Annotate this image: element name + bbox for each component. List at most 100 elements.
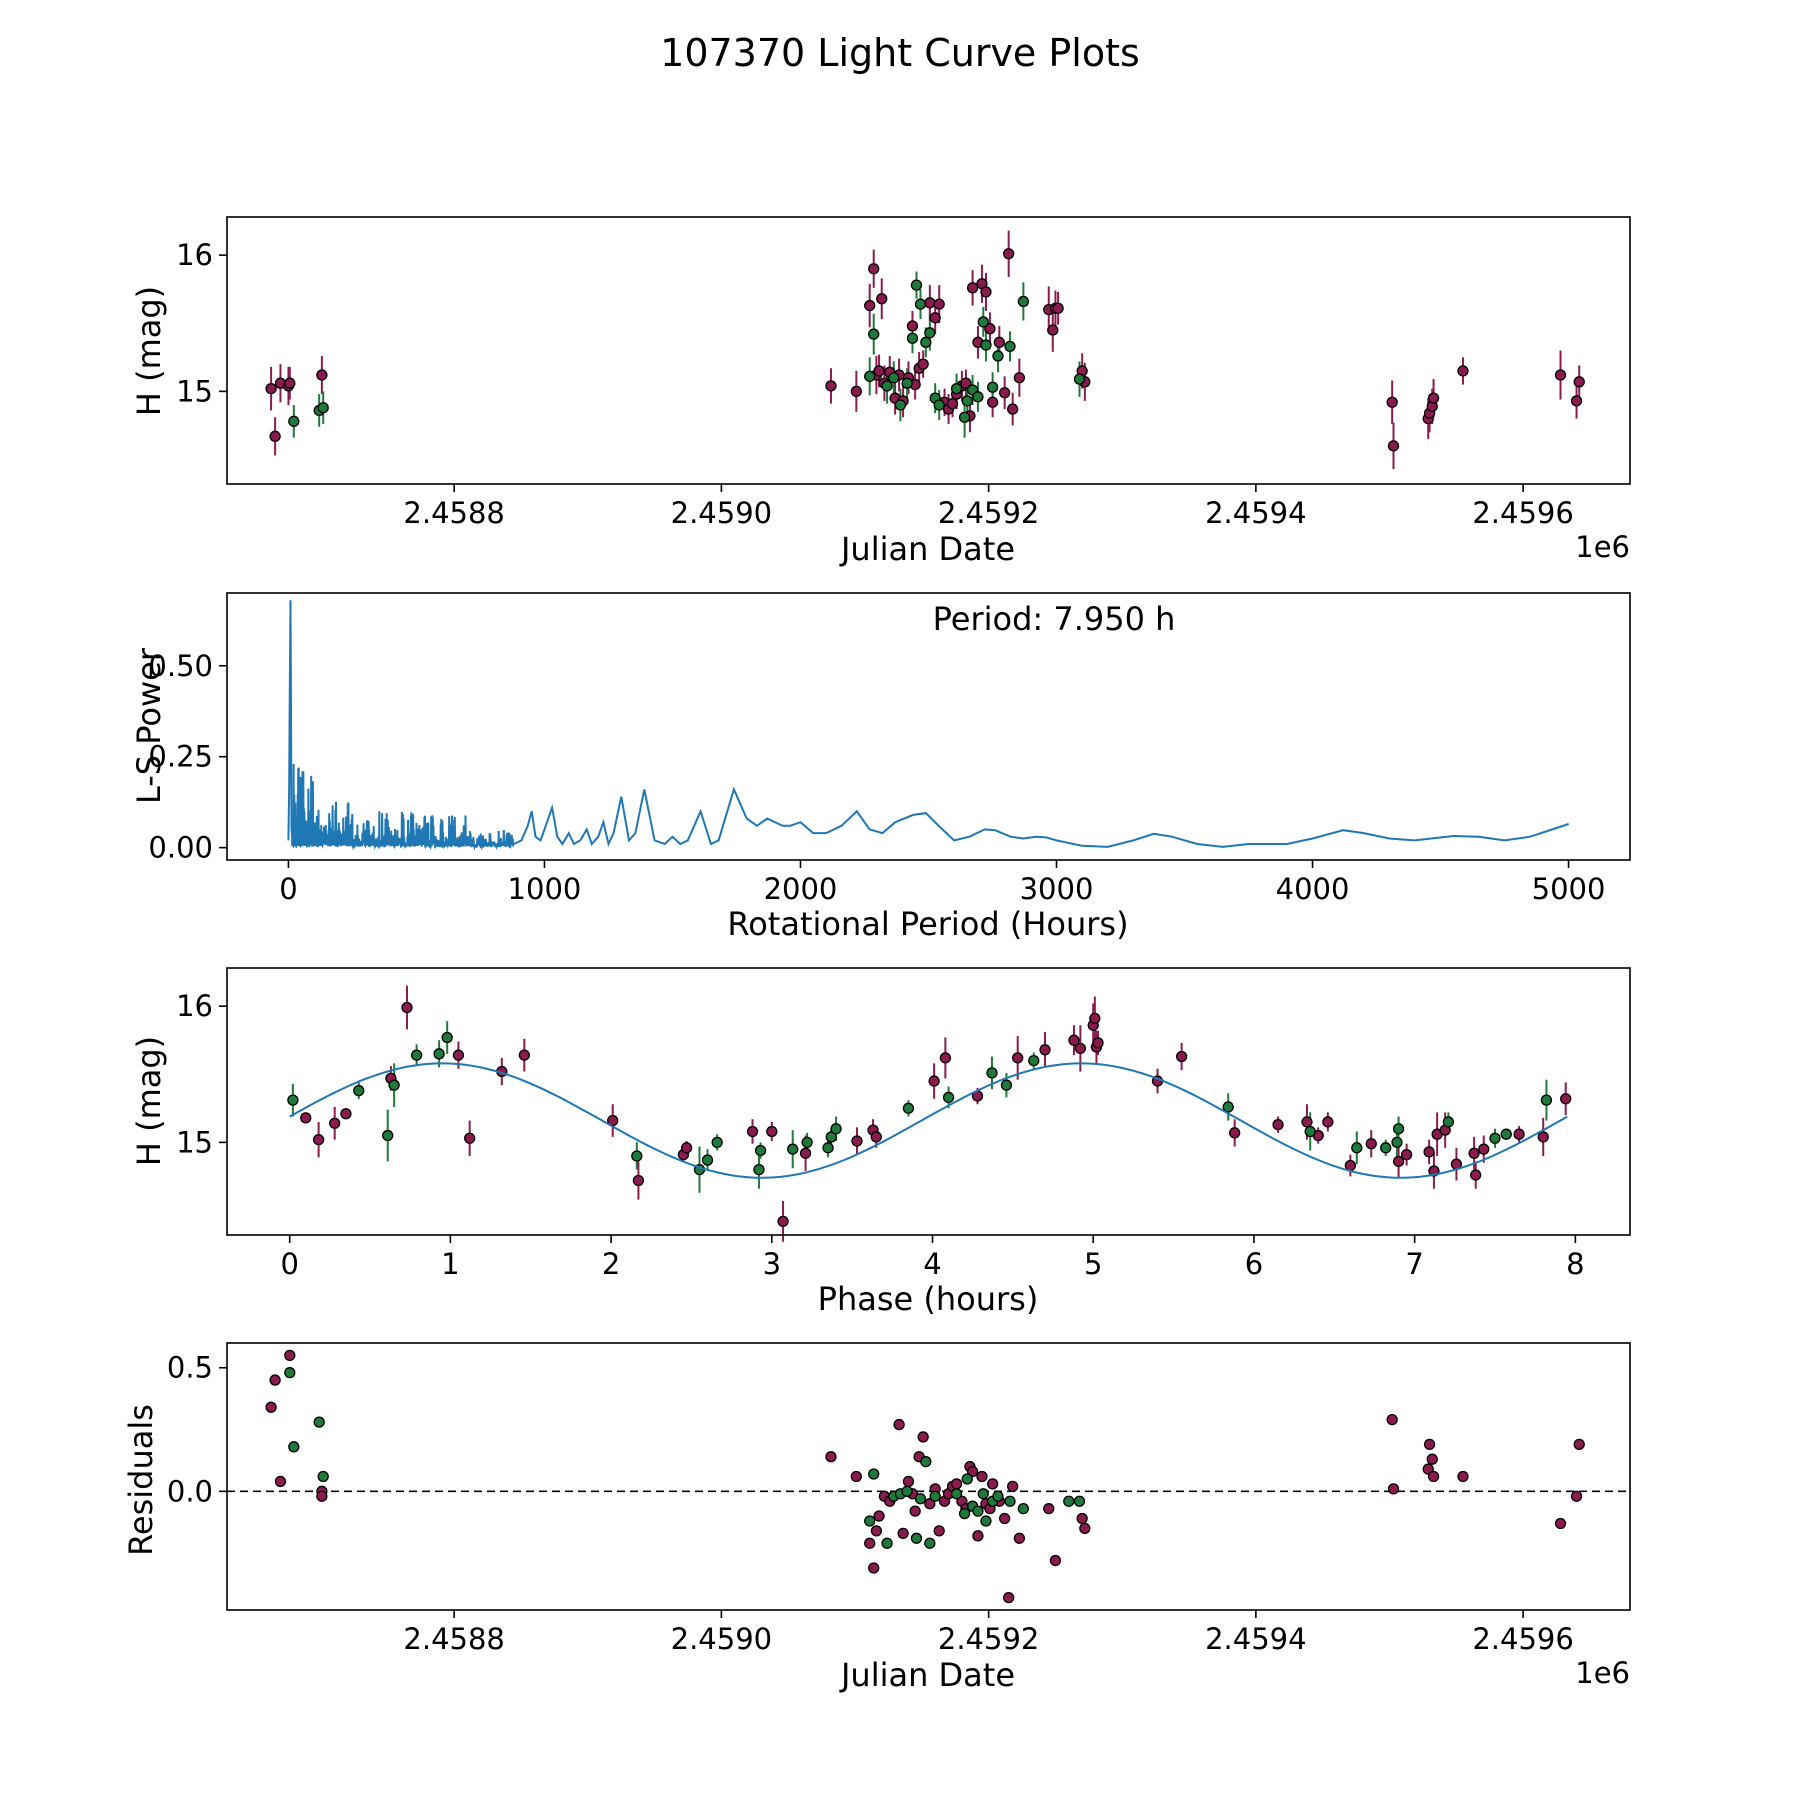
maroon-data-point xyxy=(893,1418,905,1431)
maroon-data-point xyxy=(1570,1490,1583,1502)
x-tick-label: 2.4594 xyxy=(1205,1622,1306,1656)
green-data-point xyxy=(1442,1116,1455,1128)
green-data-point xyxy=(1073,373,1086,385)
x-tick-label: 2.4592 xyxy=(938,496,1039,530)
y-tick-label: 15 xyxy=(176,1125,213,1159)
periodogram-frame xyxy=(226,592,1631,861)
maroon-data-point xyxy=(777,1215,789,1228)
maroon-data-point xyxy=(1423,1438,1436,1451)
periodogram-xlabel: Rotational Period (Hours) xyxy=(727,905,1128,943)
green-data-point xyxy=(888,372,900,384)
maroon-data-point xyxy=(1043,1502,1055,1515)
maroon-data-point xyxy=(1074,1042,1087,1055)
y-tick-label: 15 xyxy=(176,374,213,408)
maroon-data-point xyxy=(993,336,1005,348)
maroon-data-point xyxy=(929,312,941,324)
maroon-data-point xyxy=(1400,1148,1413,1161)
green-data-point xyxy=(933,399,945,411)
lightcurve-marks xyxy=(265,230,1585,470)
lightcurve-xlabel: Julian Date xyxy=(839,530,1015,568)
maroon-data-point xyxy=(999,1512,1011,1525)
maroon-data-point xyxy=(464,1132,476,1144)
maroon-data-point xyxy=(946,397,959,410)
y-tick-label: 0.25 xyxy=(148,740,213,774)
maroon-data-point xyxy=(340,1108,352,1120)
maroon-data-point xyxy=(1013,1532,1026,1544)
maroon-data-point xyxy=(1560,1093,1572,1105)
maroon-data-point xyxy=(316,369,328,381)
green-data-point xyxy=(441,1031,453,1044)
maroon-data-point xyxy=(632,1174,645,1187)
maroon-data-point xyxy=(1422,1463,1434,1475)
x-tick-label: 2.4596 xyxy=(1472,496,1573,530)
green-data-point xyxy=(972,391,984,403)
maroon-data-point xyxy=(850,385,862,398)
green-data-point xyxy=(1380,1142,1392,1154)
lightcurve-xticks: 2.4588 2.4590 2.4592 2.4594 2.4596 xyxy=(403,484,1574,530)
green-data-point xyxy=(1222,1101,1234,1113)
green-data-point xyxy=(958,1507,971,1520)
residuals-yticks: 0.0 0.5 xyxy=(167,1351,227,1508)
maroon-data-point xyxy=(1365,1138,1377,1150)
phased-frame xyxy=(226,967,1631,1236)
maroon-data-point xyxy=(1039,1044,1051,1056)
maroon-data-point xyxy=(1322,1116,1334,1128)
maroon-data-point xyxy=(1392,1155,1405,1168)
maroon-data-point xyxy=(1478,1143,1490,1155)
maroon-data-point xyxy=(864,299,876,312)
maroon-data-point xyxy=(986,396,999,408)
green-data-point xyxy=(382,1129,394,1142)
green-data-point xyxy=(1000,1079,1013,1091)
maroon-data-point xyxy=(1076,1512,1088,1525)
maroon-data-point xyxy=(1573,376,1585,388)
maroon-data-point xyxy=(1386,1413,1398,1426)
green-data-point xyxy=(801,1136,813,1149)
green-data-point xyxy=(992,350,1004,362)
maroon-data-point xyxy=(999,387,1011,399)
green-data-point xyxy=(825,1131,837,1143)
maroon-data-point xyxy=(825,380,837,392)
x-tick-label: 4000 xyxy=(1276,872,1350,906)
maroon-data-point xyxy=(897,1527,909,1540)
maroon-data-point xyxy=(873,1510,885,1522)
maroon-data-point xyxy=(1386,396,1398,408)
green-data-point xyxy=(1540,1094,1553,1106)
green-data-point xyxy=(1500,1128,1512,1140)
green-data-point xyxy=(977,316,989,328)
maroon-data-point xyxy=(269,430,281,442)
green-data-point xyxy=(1489,1132,1501,1144)
maroon-data-point xyxy=(1049,1554,1062,1567)
green-data-point xyxy=(711,1136,723,1149)
maroon-data-point xyxy=(1457,1470,1469,1483)
green-data-point xyxy=(754,1144,767,1157)
maroon-data-point xyxy=(924,297,936,309)
maroon-data-point xyxy=(909,1505,921,1517)
maroon-data-point xyxy=(1554,1517,1567,1530)
green-data-point xyxy=(881,380,893,392)
x-tick-label: 2 xyxy=(602,1247,620,1281)
green-data-point xyxy=(920,1456,932,1468)
figure-title: 107370 Light Curve Plots xyxy=(660,31,1140,75)
maroon-data-point xyxy=(1554,369,1567,381)
green-data-point xyxy=(284,1367,296,1379)
x-tick-label: 2.4590 xyxy=(671,1622,772,1656)
maroon-data-point xyxy=(939,1052,952,1064)
model-fit-curve xyxy=(289,1062,1568,1179)
maroon-data-point xyxy=(966,282,979,294)
green-data-point xyxy=(910,279,923,291)
maroon-data-point xyxy=(1387,1483,1400,1495)
x-tick-label: 2000 xyxy=(764,872,838,906)
maroon-data-point xyxy=(1089,1012,1101,1025)
maroon-data-point xyxy=(950,1478,963,1490)
y-tick-label: 0.0 xyxy=(167,1474,213,1508)
maroon-data-point xyxy=(976,1470,988,1483)
maroon-data-point xyxy=(1079,1522,1091,1535)
y-tick-label: 16 xyxy=(176,989,213,1023)
residuals-frame xyxy=(226,1342,1631,1611)
green-data-point xyxy=(881,1537,893,1549)
maroon-data-point xyxy=(312,1133,325,1146)
maroon-data-point xyxy=(680,1142,693,1154)
x-tick-label: 5 xyxy=(1084,1247,1102,1281)
